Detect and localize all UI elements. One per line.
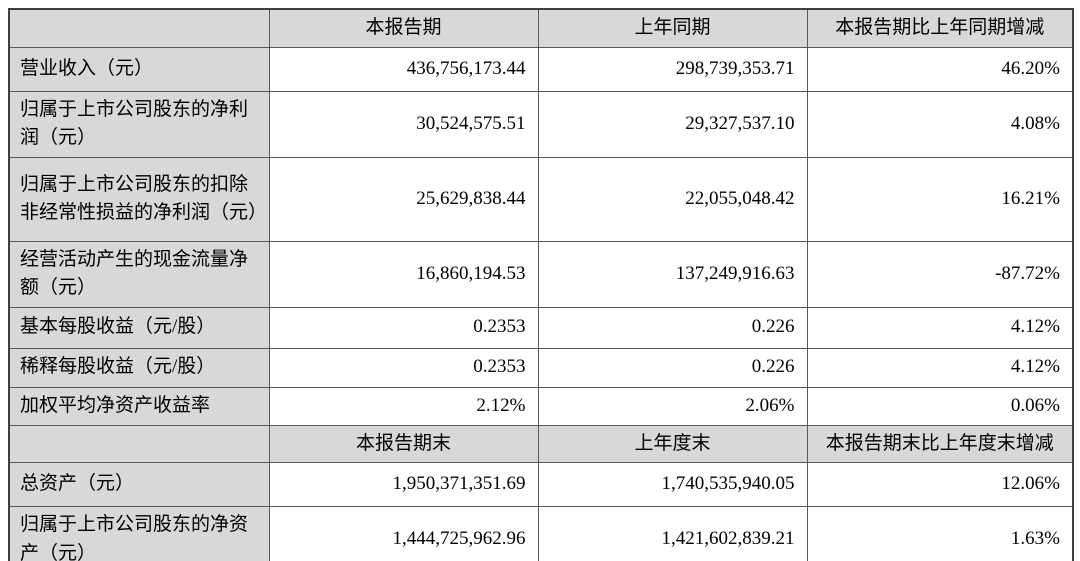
change-value: 4.08%	[806, 90, 1074, 158]
prior-period-value: 1,421,602,839.21	[537, 506, 808, 561]
prior-period-value: 0.226	[537, 306, 808, 349]
row-operating-cash-flow: 经营活动产生的现金流量净额（元） 16,860,194.53 137,249,9…	[8, 240, 1074, 308]
row-net-assets: 归属于上市公司股东的净资产（元） 1,444,725,962.96 1,421,…	[8, 506, 1074, 561]
prior-period-value: 298,739,353.71	[537, 46, 808, 92]
current-period-value: 436,756,173.44	[268, 46, 539, 92]
change-value: 4.12%	[806, 306, 1074, 349]
current-period-value: 16,860,194.53	[268, 240, 539, 308]
current-period-value: 0.2353	[268, 306, 539, 349]
row-net-profit: 归属于上市公司股东的净利润（元） 30,524,575.51 29,327,53…	[8, 90, 1074, 158]
balance-header-current: 本报告期末	[268, 424, 539, 463]
change-value: 16.21%	[806, 156, 1074, 242]
prior-period-value: 137,249,916.63	[537, 240, 808, 308]
prior-period-value: 2.06%	[537, 386, 808, 426]
current-period-value: 30,524,575.51	[268, 90, 539, 158]
row-label-cell: 归属于上市公司股东的扣除非经常性损益的净利润（元）	[8, 156, 270, 242]
prior-period-value: 0.226	[537, 347, 808, 388]
current-period-value: 1,444,725,962.96	[268, 506, 539, 561]
balance-header-change: 本报告期末比上年度末增减	[806, 424, 1074, 463]
row-label-cell: 营业收入（元）	[8, 46, 270, 92]
current-period-value: 0.2353	[268, 347, 539, 388]
change-value: -87.72%	[806, 240, 1074, 308]
current-period-value: 2.12%	[268, 386, 539, 426]
row-label-cell: 总资产（元）	[8, 462, 270, 507]
current-period-value: 1,950,371,351.69	[268, 462, 539, 507]
row-net-profit-excl-nonrecurring: 归属于上市公司股东的扣除非经常性损益的净利润（元） 25,629,838.44 …	[8, 156, 1074, 242]
row-label-cell: 归属于上市公司股东的净利润（元）	[8, 90, 270, 158]
row-label-cell: 稀释每股收益（元/股）	[8, 347, 270, 388]
period-header-change: 本报告期比上年同期增减	[806, 8, 1074, 48]
row-diluted-eps: 稀释每股收益（元/股） 0.2353 0.226 4.12%	[8, 347, 1074, 388]
period-header-row: 本报告期 上年同期 本报告期比上年同期增减	[8, 8, 1074, 48]
key-financial-data-table: 本报告期 上年同期 本报告期比上年同期增减 营业收入（元） 436,756,17…	[8, 8, 1074, 561]
period-header-prior: 上年同期	[537, 8, 808, 48]
balance-header-prior: 上年度末	[537, 424, 808, 463]
row-operating-revenue: 营业收入（元） 436,756,173.44 298,739,353.71 46…	[8, 46, 1074, 92]
prior-period-value: 22,055,048.42	[537, 156, 808, 242]
change-value: 46.20%	[806, 46, 1074, 92]
balance-header-blank-cell	[8, 424, 270, 463]
change-value: 4.12%	[806, 347, 1074, 388]
change-value: 12.06%	[806, 462, 1074, 507]
period-header-blank-cell	[8, 8, 270, 48]
prior-period-value: 29,327,537.10	[537, 90, 808, 158]
row-label-cell: 基本每股收益（元/股）	[8, 306, 270, 349]
row-basic-eps: 基本每股收益（元/股） 0.2353 0.226 4.12%	[8, 306, 1074, 349]
row-label-cell: 加权平均净资产收益率	[8, 386, 270, 426]
change-value: 1.63%	[806, 506, 1074, 561]
row-label-cell: 归属于上市公司股东的净资产（元）	[8, 506, 270, 561]
balance-header-row: 本报告期末 上年度末 本报告期末比上年度末增减	[8, 424, 1074, 463]
change-value: 0.06%	[806, 386, 1074, 426]
row-weighted-avg-roe: 加权平均净资产收益率 2.12% 2.06% 0.06%	[8, 386, 1074, 426]
period-header-current: 本报告期	[268, 8, 539, 48]
prior-period-value: 1,740,535,940.05	[537, 462, 808, 507]
row-label-cell: 经营活动产生的现金流量净额（元）	[8, 240, 270, 308]
current-period-value: 25,629,838.44	[268, 156, 539, 242]
row-total-assets: 总资产（元） 1,950,371,351.69 1,740,535,940.05…	[8, 462, 1074, 507]
